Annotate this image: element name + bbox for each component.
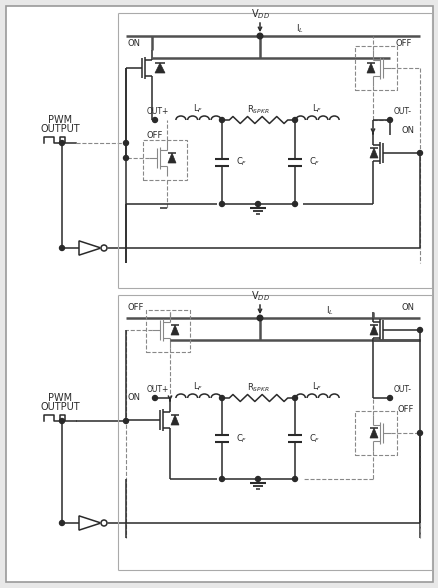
Circle shape [292, 396, 297, 400]
Text: L$_F$: L$_F$ [312, 103, 322, 115]
Text: V$_{DD}$: V$_{DD}$ [250, 7, 269, 21]
Text: ON: ON [128, 39, 141, 48]
Circle shape [152, 118, 157, 122]
Text: PWM: PWM [48, 393, 72, 403]
Polygon shape [168, 153, 176, 163]
Text: ON: ON [401, 303, 414, 312]
Circle shape [417, 151, 421, 155]
Text: L$_F$: L$_F$ [193, 103, 203, 115]
Circle shape [60, 141, 64, 145]
Text: I$_L$: I$_L$ [295, 23, 303, 35]
Bar [146, 310, 190, 352]
Circle shape [387, 396, 392, 400]
Circle shape [101, 245, 107, 251]
Circle shape [255, 476, 260, 482]
Text: C$_F$: C$_F$ [236, 432, 247, 445]
FancyBboxPatch shape [6, 6, 432, 582]
Circle shape [257, 315, 262, 321]
Circle shape [219, 396, 224, 400]
Polygon shape [369, 325, 377, 335]
Polygon shape [171, 325, 179, 335]
Circle shape [219, 476, 224, 482]
Text: L$_F$: L$_F$ [312, 381, 322, 393]
Circle shape [60, 419, 64, 423]
Text: OUT+: OUT+ [147, 386, 169, 395]
Text: ON: ON [128, 393, 141, 403]
Circle shape [123, 155, 128, 161]
Text: OUTPUT: OUTPUT [40, 124, 80, 134]
Text: OUTPUT: OUTPUT [40, 402, 80, 412]
Bar [143, 140, 187, 180]
Text: R$_{SPKR}$: R$_{SPKR}$ [247, 382, 269, 394]
Text: OFF: OFF [128, 303, 144, 312]
Bar [354, 46, 396, 90]
Circle shape [60, 246, 64, 250]
Circle shape [255, 202, 260, 206]
Polygon shape [155, 63, 165, 73]
Text: V$_{DD}$: V$_{DD}$ [250, 289, 269, 303]
Polygon shape [171, 415, 179, 425]
Circle shape [152, 396, 157, 400]
Circle shape [292, 118, 297, 122]
Circle shape [292, 202, 297, 206]
Text: C$_F$: C$_F$ [308, 156, 320, 168]
Circle shape [101, 520, 107, 526]
Text: OUT-: OUT- [393, 386, 411, 395]
Text: PWM: PWM [48, 115, 72, 125]
Circle shape [257, 33, 262, 39]
Circle shape [123, 419, 128, 423]
Circle shape [292, 476, 297, 482]
Circle shape [417, 430, 421, 436]
Circle shape [417, 328, 421, 332]
Circle shape [219, 202, 224, 206]
Text: L$_F$: L$_F$ [193, 381, 203, 393]
Bar [354, 411, 396, 455]
Text: OUT-: OUT- [393, 108, 411, 116]
Polygon shape [369, 428, 377, 438]
Text: OFF: OFF [397, 405, 413, 413]
Text: C$_F$: C$_F$ [236, 156, 247, 168]
Text: I$_L$: I$_L$ [325, 305, 333, 318]
Text: R$_{SPKR}$: R$_{SPKR}$ [247, 103, 269, 116]
Circle shape [123, 141, 128, 145]
Text: ON: ON [401, 126, 414, 135]
Circle shape [387, 118, 392, 122]
Polygon shape [366, 63, 374, 73]
Polygon shape [369, 148, 377, 158]
Text: OUT+: OUT+ [147, 108, 169, 116]
Circle shape [60, 520, 64, 526]
Text: OFF: OFF [395, 39, 411, 48]
Text: OFF: OFF [147, 132, 163, 141]
Circle shape [219, 118, 224, 122]
Text: C$_F$: C$_F$ [308, 432, 320, 445]
